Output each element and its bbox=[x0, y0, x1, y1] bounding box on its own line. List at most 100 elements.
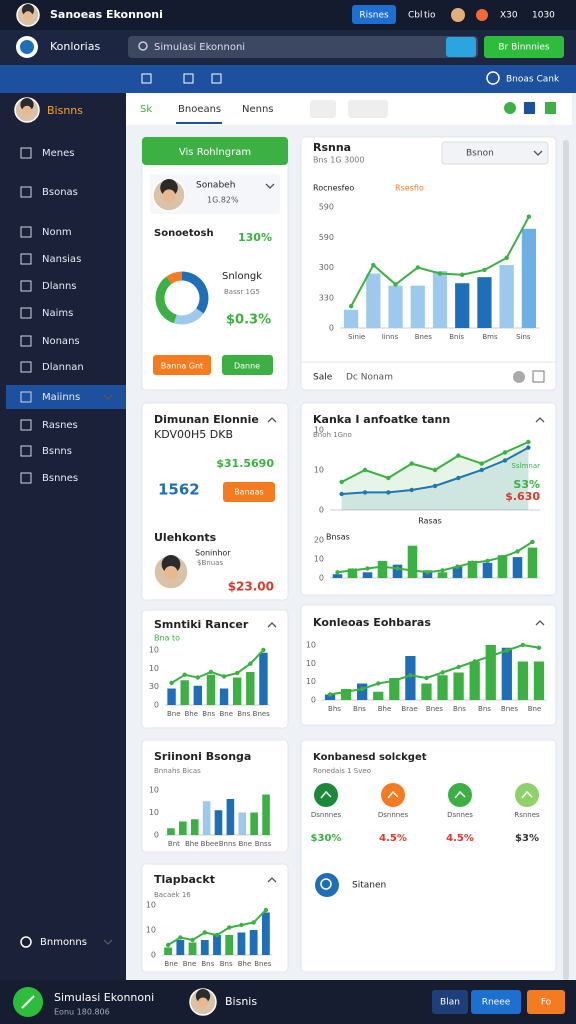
footer-icon[interactable] bbox=[532, 370, 545, 383]
sidebar-icon[interactable] bbox=[20, 307, 32, 319]
nav-icon[interactable] bbox=[211, 73, 222, 84]
label[interactable]: Dlannan bbox=[42, 362, 84, 373]
chevron[interactable] bbox=[535, 417, 545, 423]
search-button[interactable] bbox=[446, 37, 476, 57]
label[interactable]: Fo bbox=[541, 998, 552, 1008]
label[interactable]: Maiinns bbox=[42, 392, 80, 403]
stat-icon[interactable] bbox=[448, 783, 472, 807]
label[interactable]: Rasnes bbox=[42, 420, 78, 431]
action-button[interactable] bbox=[484, 36, 564, 58]
bar bbox=[405, 656, 416, 700]
sidebar-icon[interactable] bbox=[20, 147, 32, 159]
point bbox=[526, 445, 531, 450]
chevron[interactable] bbox=[535, 620, 545, 626]
point bbox=[208, 669, 214, 675]
label[interactable]: Danne bbox=[234, 362, 260, 371]
stat-icon[interactable] bbox=[515, 783, 539, 807]
footer-icon[interactable] bbox=[513, 371, 525, 383]
point bbox=[515, 549, 520, 554]
chevron[interactable] bbox=[267, 622, 277, 628]
label[interactable]: Bnmonns bbox=[40, 937, 87, 948]
point bbox=[335, 570, 340, 575]
label[interactable]: Nonm bbox=[42, 227, 72, 238]
chevron[interactable] bbox=[103, 939, 113, 945]
sidebar-icon[interactable] bbox=[20, 445, 32, 457]
bar bbox=[200, 940, 209, 955]
label[interactable]: Bsnns bbox=[42, 446, 72, 457]
bar bbox=[180, 680, 189, 705]
label[interactable]: Bnoeans bbox=[178, 104, 221, 115]
y-tick-label: 10 bbox=[149, 786, 159, 795]
label: Simulasi Ekonnoni bbox=[54, 991, 154, 1004]
bar bbox=[437, 572, 448, 578]
label[interactable]: Bsonas bbox=[42, 187, 78, 198]
top-button[interactable] bbox=[352, 5, 396, 24]
button-orange[interactable] bbox=[153, 355, 211, 375]
label[interactable]: Br Binnnies bbox=[498, 43, 550, 53]
label: Rasas bbox=[418, 517, 442, 526]
label: 4.5% bbox=[446, 833, 474, 844]
sidebar-icon[interactable] bbox=[20, 472, 32, 484]
stat-icon[interactable] bbox=[314, 783, 338, 807]
chevron[interactable] bbox=[103, 394, 113, 400]
label[interactable]: Sk bbox=[140, 104, 152, 115]
label[interactable]: Rneee bbox=[482, 998, 511, 1008]
sidebar-icon[interactable] bbox=[20, 253, 32, 265]
label[interactable]: Banna Gnt bbox=[161, 362, 203, 371]
bar bbox=[392, 564, 403, 578]
bar bbox=[176, 940, 185, 955]
bar bbox=[219, 688, 229, 705]
tab-icon[interactable] bbox=[524, 102, 535, 114]
bottom-button[interactable] bbox=[471, 990, 521, 1014]
sidebar-icon[interactable] bbox=[20, 419, 32, 431]
chevron[interactable] bbox=[267, 417, 277, 423]
sim-button[interactable] bbox=[223, 482, 275, 502]
y-tick-label: 10 bbox=[149, 664, 159, 673]
bar bbox=[410, 285, 425, 328]
label: Dsnnes bbox=[447, 811, 473, 819]
chevron[interactable] bbox=[265, 183, 275, 189]
y-tick-label: 10 bbox=[306, 641, 316, 650]
stat-icon[interactable] bbox=[381, 783, 405, 807]
chevron[interactable] bbox=[267, 877, 277, 883]
bar bbox=[533, 661, 545, 700]
button-green[interactable] bbox=[222, 355, 273, 375]
tab-icon[interactable] bbox=[545, 102, 556, 114]
point bbox=[500, 554, 505, 560]
tab-chip[interactable] bbox=[310, 100, 336, 118]
sidebar-icon[interactable] bbox=[20, 280, 32, 292]
stats-search[interactable] bbox=[315, 873, 339, 897]
label[interactable]: Menes bbox=[42, 148, 74, 159]
chevron[interactable] bbox=[533, 150, 543, 156]
chart-search[interactable] bbox=[441, 141, 549, 165]
sidebar-icon[interactable] bbox=[20, 186, 32, 198]
label[interactable]: Dlanns bbox=[42, 281, 77, 292]
nav-icon[interactable] bbox=[141, 73, 152, 84]
label[interactable]: Risnes bbox=[359, 11, 389, 21]
bar bbox=[388, 285, 403, 328]
sidebar-icon[interactable] bbox=[20, 226, 32, 238]
label[interactable]: Blan bbox=[440, 998, 460, 1008]
label[interactable]: Nenns bbox=[242, 104, 274, 115]
point bbox=[504, 648, 510, 653]
avatar-face bbox=[197, 997, 209, 1008]
label[interactable]: Bsnnes bbox=[42, 473, 78, 484]
label[interactable]: Naims bbox=[42, 308, 73, 319]
point bbox=[456, 475, 461, 481]
sidebar-icon[interactable] bbox=[20, 361, 32, 373]
sidebar bbox=[0, 93, 126, 980]
label[interactable]: Nonans bbox=[42, 336, 80, 347]
bar bbox=[213, 935, 221, 955]
label[interactable]: Banaas bbox=[234, 488, 263, 497]
nav-icon[interactable] bbox=[183, 73, 194, 84]
search-box[interactable] bbox=[128, 36, 478, 58]
bar bbox=[238, 812, 247, 835]
label[interactable]: Nansias bbox=[42, 254, 81, 265]
sidebar-icon[interactable] bbox=[20, 335, 32, 347]
sidebar-icon[interactable] bbox=[20, 391, 32, 403]
bottom-button[interactable] bbox=[527, 990, 565, 1014]
point bbox=[350, 568, 355, 573]
bottom-button[interactable] bbox=[432, 990, 468, 1014]
x-tick-label: Bnt bbox=[168, 840, 180, 848]
tab-chip[interactable] bbox=[348, 100, 388, 118]
